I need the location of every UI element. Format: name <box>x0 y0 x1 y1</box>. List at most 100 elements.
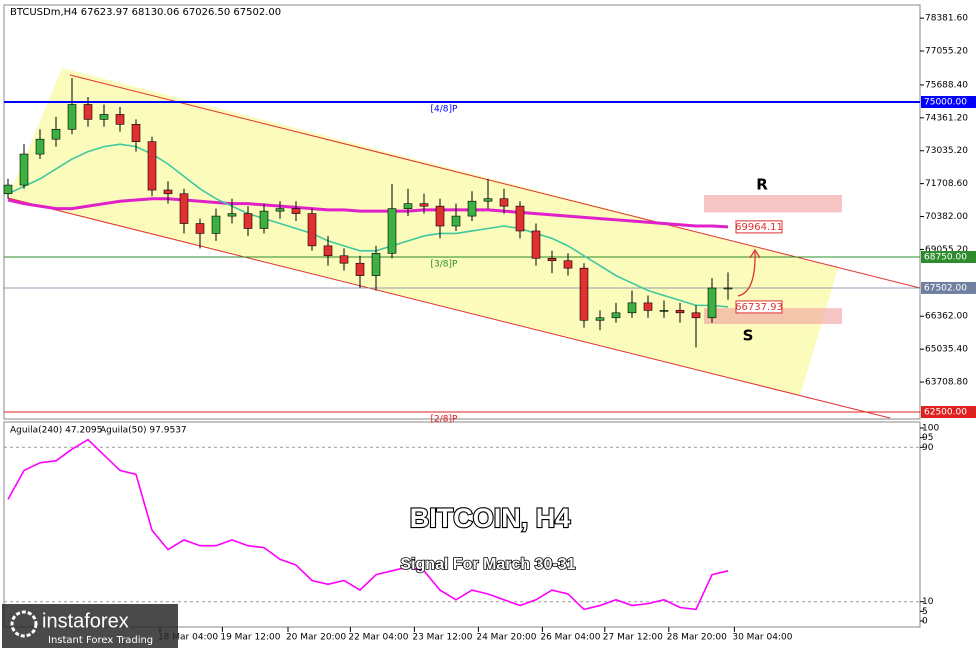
y-tick-label: 65035.40 <box>925 345 968 355</box>
candle-body <box>19 153 29 186</box>
x-tick-label: 18 Mar 04:00 <box>158 633 218 643</box>
candle-body <box>691 312 701 319</box>
candle-body <box>483 198 493 202</box>
ma-label-box <box>735 300 783 314</box>
candle-body <box>499 198 509 207</box>
candle-body <box>259 210 269 229</box>
candle-body <box>675 310 685 314</box>
candle-body <box>723 287 733 290</box>
x-tick-label: 28 Mar 20:00 <box>667 633 727 643</box>
x-tick-label: 27 Mar 12:00 <box>603 633 663 643</box>
zone-label: S <box>743 326 754 344</box>
candle-body <box>387 208 397 254</box>
y-tick-label: 10 <box>922 597 934 607</box>
zone <box>704 195 842 213</box>
candle-body <box>131 124 141 142</box>
candle-body <box>659 310 669 312</box>
y-tick-label: 66362.00 <box>925 312 968 322</box>
candle-body <box>83 104 93 120</box>
candle-body <box>275 208 285 212</box>
axis-value-label: 75000.00 <box>924 97 967 107</box>
overlay-subtitle: Signal For March 30-31 <box>400 556 575 573</box>
candle-body <box>339 255 349 264</box>
candle-body <box>51 128 61 140</box>
x-tick-label: 30 Mar 04:00 <box>732 633 792 643</box>
arrow <box>737 251 756 297</box>
candle-body <box>643 302 653 311</box>
candle-body <box>243 213 253 229</box>
x-tick-label: 26 Mar 04:00 <box>540 633 600 643</box>
axis-value-label: 67502.00 <box>924 283 967 293</box>
candle-body <box>707 287 717 319</box>
logo-icon <box>10 610 38 638</box>
y-tick-label: 5 <box>922 607 928 617</box>
y-tick-label: 0 <box>922 617 928 627</box>
ma-label: 69964.11 <box>735 222 783 233</box>
candle-body <box>547 257 557 262</box>
candle-body <box>515 205 525 232</box>
level-name: [3/8]P <box>431 260 459 270</box>
indicator-header: Aguila(50) 97.9537 <box>100 426 187 436</box>
y-tick-label: 71708.60 <box>925 179 968 189</box>
indicator-line <box>7 438 729 611</box>
axis-value-box <box>921 95 976 108</box>
y-tick-label: 75688.40 <box>925 80 968 90</box>
x-tick-label: 24 Mar 20:00 <box>476 633 536 643</box>
indicator-header: Aguila(240) 47.2095 <box>10 426 102 436</box>
y-tick-label: 69055.20 <box>925 245 968 255</box>
candle-body <box>563 260 573 269</box>
candle-body <box>467 200 477 217</box>
candle-body <box>403 203 413 209</box>
ma-label: 66737.93 <box>735 302 783 313</box>
y-tick-label: 73035.20 <box>925 146 968 156</box>
candle-body <box>323 245 333 257</box>
x-tick-label: 23 Mar 12:00 <box>412 633 472 643</box>
level-name: [2/8]P <box>431 415 459 425</box>
candle-body <box>419 203 429 207</box>
candle-body <box>179 193 189 224</box>
y-tick-label: 95 <box>922 433 933 443</box>
axis-value-box <box>921 281 976 294</box>
arrow-head <box>749 248 761 259</box>
candle-body <box>371 252 381 276</box>
y-tick-label: 90 <box>922 443 934 453</box>
y-tick-label: 70382.00 <box>925 212 968 222</box>
symbol-header: BTCUSDm,H4 67623.97 68130.06 67026.50 67… <box>10 7 281 18</box>
axis-value-label: 62500.00 <box>924 408 967 418</box>
moving-average <box>7 197 729 229</box>
candle-body <box>531 230 541 259</box>
y-tick-label: 63708.80 <box>925 378 968 388</box>
channel-area <box>8 68 838 396</box>
candle-body <box>147 141 157 191</box>
moving-average <box>7 143 729 308</box>
axis-value-label: 68750.00 <box>924 253 967 263</box>
candle-body <box>595 317 605 321</box>
candle-body <box>227 213 237 217</box>
candle-body <box>67 104 77 130</box>
logo-name: instaforex <box>42 610 129 632</box>
axis-value-box <box>921 406 976 419</box>
marks: R S [4/8]P [3/8]P [2/8]P 69964.11 66737.93 7838… <box>3 14 976 643</box>
y-tick-label: 77055.20 <box>925 47 968 57</box>
candle-body <box>195 223 205 234</box>
candle-body <box>291 208 301 214</box>
x-tick-label: 19 Mar 12:00 <box>220 633 280 643</box>
axis-value-box <box>921 251 976 264</box>
candle-body <box>451 215 461 227</box>
candle-body <box>115 114 125 125</box>
candle-body <box>355 262 365 276</box>
candle-body <box>579 267 589 321</box>
candle-body <box>611 312 621 319</box>
candle-body <box>307 213 317 247</box>
overlay-title: BITCOIN, H4 <box>410 503 571 533</box>
candle-body <box>435 205 445 227</box>
x-tick-label: 22 Mar 04:00 <box>348 633 408 643</box>
ma-label-box <box>735 220 783 234</box>
y-tick-label: 74361.20 <box>925 113 968 123</box>
candle-body <box>3 184 13 195</box>
candle-body <box>99 114 109 120</box>
logo-tagline: Instant Forex Trading <box>48 635 153 646</box>
level-name: [4/8]P <box>431 104 459 114</box>
